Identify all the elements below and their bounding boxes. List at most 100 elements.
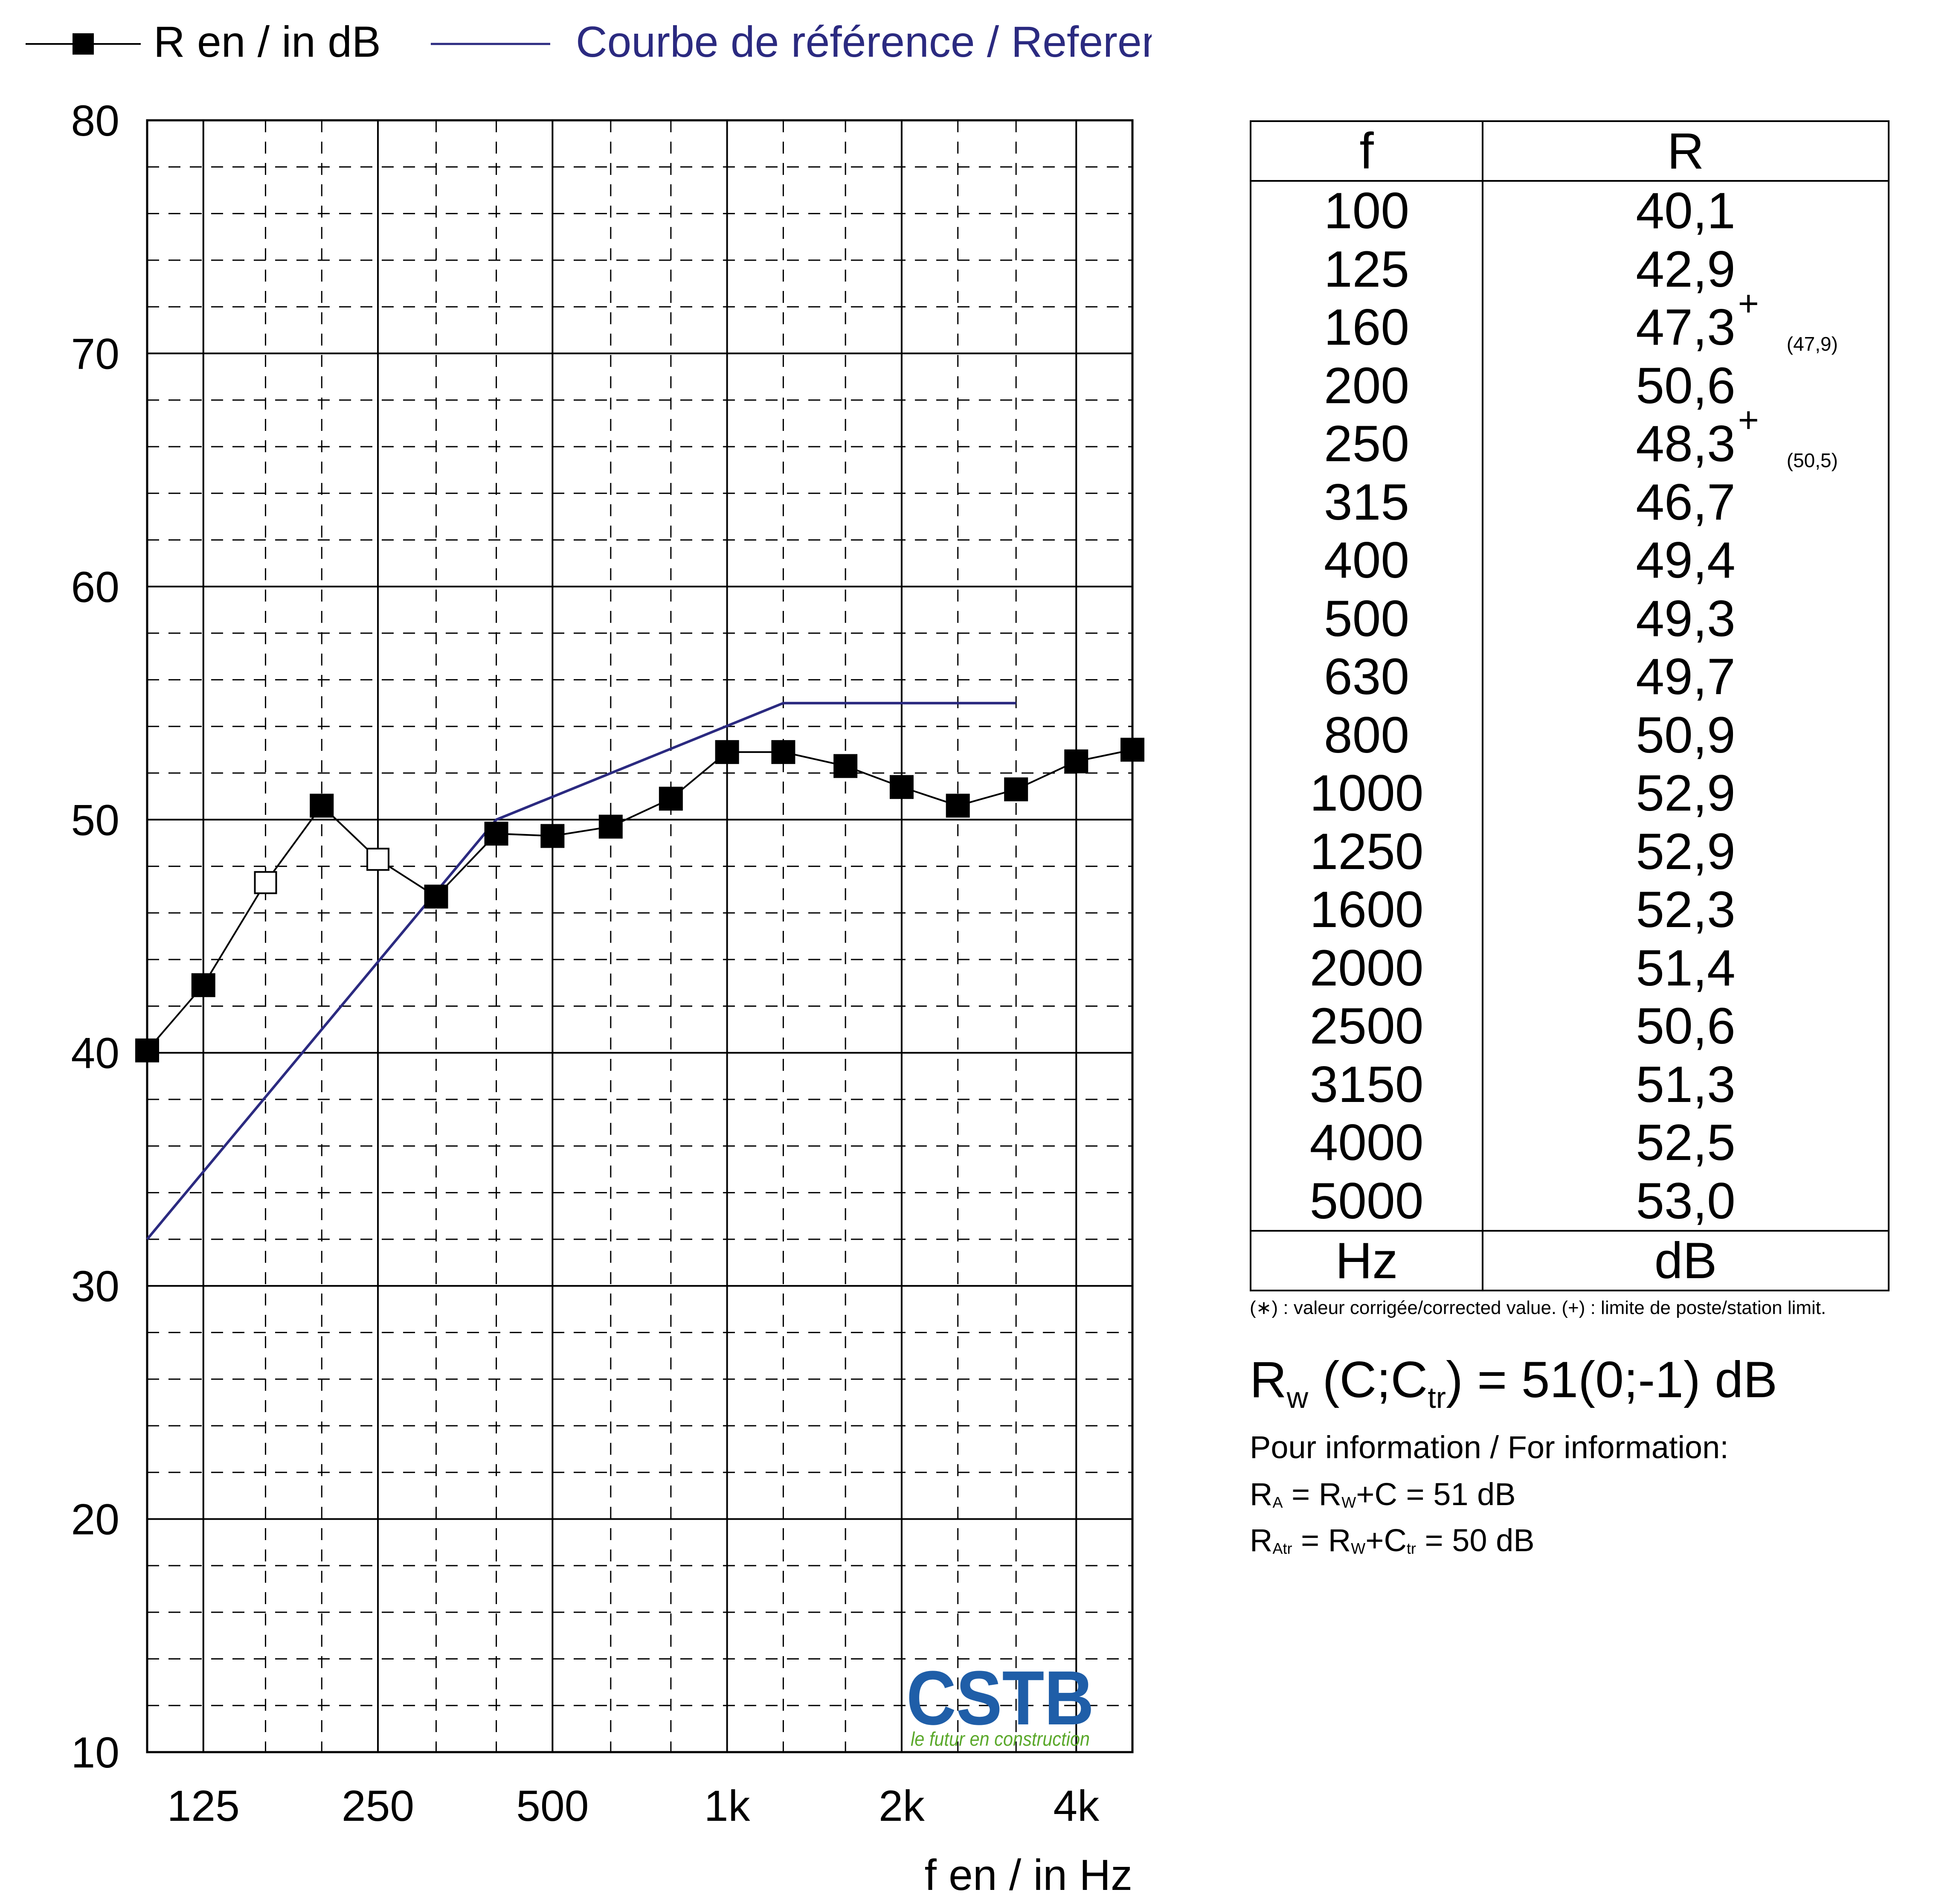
table-row: 1000 52,9 xyxy=(1250,764,1890,823)
table-footnote: (∗) : valeur corrigée/corrected value. (… xyxy=(1250,1297,1826,1318)
measured-series xyxy=(135,738,1144,1063)
ra-sub: A xyxy=(1272,1494,1283,1511)
row-frequency: 630 xyxy=(1250,648,1483,706)
chart-legend: R en / in dB Courbe de référence / Refer… xyxy=(26,17,1152,66)
rating-tr-sub: tr xyxy=(1428,1381,1446,1414)
x-axis-label: f en / in Hz xyxy=(924,1851,1132,1899)
info-title: Pour information / For information: xyxy=(1250,1430,1729,1465)
table-row: 100 40,1 xyxy=(1250,181,1890,240)
row-frequency: 4000 xyxy=(1250,1113,1483,1172)
corrected-value: (50,5) xyxy=(1786,449,1838,471)
cstb-logo-text: CSTB xyxy=(906,1655,1094,1741)
row-frequency: 100 xyxy=(1250,181,1483,240)
x-tick-label: 125 xyxy=(167,1782,240,1830)
table-row: 160 47,3 + (47,9) xyxy=(1250,285,1890,357)
y-tick-label: 80 xyxy=(71,96,119,145)
row-frequency: 3150 xyxy=(1250,1055,1483,1113)
header-frequency: f xyxy=(1250,120,1483,182)
table-row: 400 49,4 xyxy=(1250,531,1890,590)
row-frequency: 400 xyxy=(1250,531,1483,590)
ratr-sub-tr: tr xyxy=(1406,1540,1416,1557)
footer-unit-hz: Hz xyxy=(1250,1230,1483,1291)
row-reduction-value: 50,9 xyxy=(1636,706,1736,764)
row-reduction: 50,6 xyxy=(1483,356,1890,415)
row-reduction-value: 52,9 xyxy=(1636,765,1736,822)
table-row: 500 49,3 xyxy=(1250,589,1890,648)
row-frequency: 200 xyxy=(1250,356,1483,415)
rating-value: ) = 51(0;-1) dB xyxy=(1446,1351,1777,1408)
table-row: 315 46,7 xyxy=(1250,473,1890,532)
row-reduction: 49,4 xyxy=(1483,531,1890,590)
row-frequency: 2000 xyxy=(1250,939,1483,997)
station-limit-mark: + xyxy=(1738,400,1759,440)
x-tick-label: 4k xyxy=(1053,1782,1100,1830)
row-reduction-value: 50,6 xyxy=(1636,997,1736,1055)
table-row: 250 48,3 + (50,5) xyxy=(1250,402,1890,473)
measured-point xyxy=(833,754,858,778)
ra-eq: = R xyxy=(1283,1477,1342,1512)
row-reduction-value-wrap: 49,3 xyxy=(1636,590,1736,648)
measured-point xyxy=(946,794,970,818)
x-tick-label: 500 xyxy=(516,1782,589,1830)
table-row: 1250 52,9 xyxy=(1250,822,1890,881)
row-reduction: 40,1 xyxy=(1483,181,1890,240)
row-frequency: 500 xyxy=(1250,589,1483,648)
ratr-value: RAtr = RW+Ctr = 50 dB xyxy=(1250,1522,1535,1558)
row-reduction-value: 52,9 xyxy=(1636,823,1736,880)
row-reduction-value-wrap: 42,9 xyxy=(1636,240,1736,299)
row-reduction: 52,9 xyxy=(1483,822,1890,881)
measured-point xyxy=(540,824,565,848)
plot-border xyxy=(146,119,1134,1753)
station-limit-mark: + xyxy=(1738,283,1759,323)
row-frequency: 2500 xyxy=(1250,997,1483,1055)
row-reduction-value-wrap: 49,4 xyxy=(1636,531,1736,590)
table-row: 125 42,9 xyxy=(1250,240,1890,299)
table-row: 4000 52,5 xyxy=(1250,1113,1890,1172)
measured-point xyxy=(771,740,795,764)
row-frequency: 800 xyxy=(1250,706,1483,764)
row-reduction: 53,0 xyxy=(1483,1171,1890,1231)
row-reduction-value-wrap: 52,9 xyxy=(1636,764,1736,823)
measured-point xyxy=(715,740,739,764)
row-reduction-value-wrap: 46,7 xyxy=(1636,473,1736,532)
row-frequency: 5000 xyxy=(1250,1171,1483,1231)
table-row: 200 50,6 xyxy=(1250,356,1890,415)
table-row: 1600 52,3 xyxy=(1250,881,1890,939)
measured-point xyxy=(484,822,508,846)
measured-point xyxy=(1004,777,1028,802)
reference-curve xyxy=(146,702,1016,1240)
row-reduction-value-wrap: 49,7 xyxy=(1636,648,1736,706)
table-row: 2000 51,4 xyxy=(1250,939,1890,997)
row-reduction: 49,3 xyxy=(1483,589,1890,648)
reference-curve-line xyxy=(146,702,1016,1240)
results-table-container: f R 100 40,1 125 42,9 160 47,3 + (47,9) 200 50,6 2… xyxy=(1250,120,1890,1291)
row-reduction-value: 49,3 xyxy=(1636,590,1736,647)
legend-measured-marker xyxy=(73,33,94,55)
ratr-plus: +C xyxy=(1365,1523,1407,1558)
row-reduction: 50,9 xyxy=(1483,706,1890,764)
ratr-sub-w: W xyxy=(1351,1540,1366,1557)
row-reduction-value-wrap: 51,4 xyxy=(1636,939,1736,997)
measured-point-limited xyxy=(366,848,390,871)
rating-open: (C;C xyxy=(1308,1351,1428,1408)
footer-unit-db: dB xyxy=(1482,1230,1890,1291)
row-reduction-value-wrap: 52,5 xyxy=(1636,1113,1736,1172)
row-frequency: 1250 xyxy=(1250,822,1483,881)
row-reduction-value: 49,4 xyxy=(1636,532,1736,589)
row-frequency: 250 xyxy=(1250,415,1483,473)
measured-point xyxy=(889,775,914,799)
y-tick-label: 40 xyxy=(71,1029,119,1078)
row-reduction-value-wrap: 40,1 xyxy=(1636,182,1736,240)
measured-point xyxy=(1064,749,1089,773)
row-reduction-value: 42,9 xyxy=(1636,240,1736,298)
row-reduction-value: 52,5 xyxy=(1636,1114,1736,1171)
row-reduction-value-wrap: 51,3 xyxy=(1636,1055,1736,1114)
measured-line xyxy=(146,749,1133,1051)
ratr-rest: = 50 dB xyxy=(1416,1523,1535,1558)
row-reduction-value: 46,7 xyxy=(1636,473,1736,531)
row-reduction-value-wrap: 47,3 + (47,9) xyxy=(1636,285,1838,357)
y-tick-label: 20 xyxy=(71,1495,119,1544)
table-row: 3150 51,3 xyxy=(1250,1055,1890,1114)
weighted-rating: Rw (C;Ctr) = 51(0;-1) dB xyxy=(1250,1350,1777,1415)
table-row: 630 49,7 xyxy=(1250,648,1890,706)
